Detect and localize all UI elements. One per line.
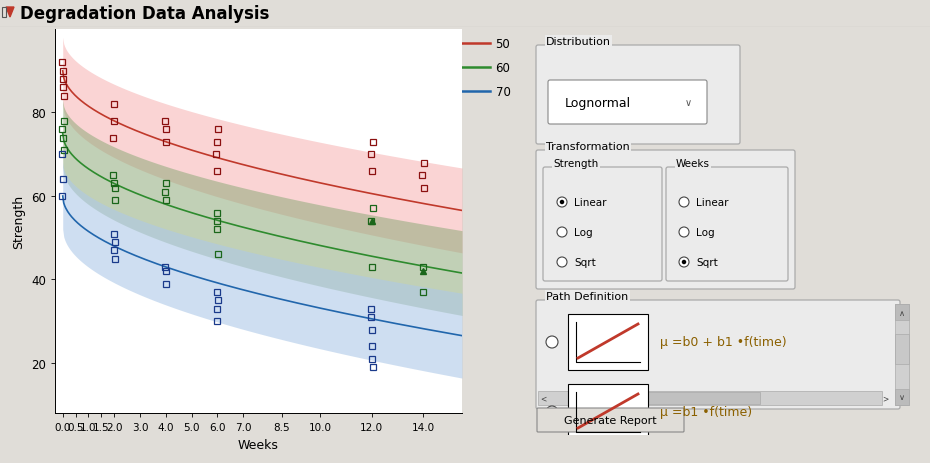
Text: Log: Log xyxy=(696,227,714,238)
X-axis label: Weeks: Weeks xyxy=(238,438,279,450)
Text: μ =b0 + b1 •f(time): μ =b0 + b1 •f(time) xyxy=(660,336,787,349)
Text: ∧: ∧ xyxy=(899,308,905,317)
Text: >: > xyxy=(882,394,888,403)
Circle shape xyxy=(546,406,558,418)
Text: Linear: Linear xyxy=(574,198,606,207)
Bar xyxy=(538,391,882,405)
Text: Transformation: Transformation xyxy=(546,142,630,152)
FancyBboxPatch shape xyxy=(548,81,707,125)
Text: ∨: ∨ xyxy=(685,98,692,108)
Y-axis label: Strength: Strength xyxy=(12,194,25,249)
Bar xyxy=(568,314,648,370)
Text: μ =b1 •f(time): μ =b1 •f(time) xyxy=(660,406,752,419)
FancyBboxPatch shape xyxy=(666,168,788,282)
FancyBboxPatch shape xyxy=(543,168,662,282)
Circle shape xyxy=(546,336,558,348)
Circle shape xyxy=(557,227,567,238)
Text: Sqrt: Sqrt xyxy=(696,257,718,268)
Text: <: < xyxy=(540,394,546,403)
Text: 60: 60 xyxy=(496,62,511,75)
Bar xyxy=(568,384,648,440)
Text: Log: Log xyxy=(574,227,592,238)
Bar xyxy=(580,392,760,404)
Text: 70: 70 xyxy=(496,86,511,99)
Bar xyxy=(895,304,909,405)
Text: Linear: Linear xyxy=(696,198,728,207)
Text: Weeks: Weeks xyxy=(676,159,710,169)
Text: 50: 50 xyxy=(496,38,511,50)
Polygon shape xyxy=(6,8,14,18)
Circle shape xyxy=(560,200,565,205)
Text: Distribution: Distribution xyxy=(546,37,611,47)
Bar xyxy=(895,304,909,320)
Circle shape xyxy=(557,198,567,207)
Text: Generate Report: Generate Report xyxy=(564,415,657,425)
Circle shape xyxy=(679,198,689,207)
FancyBboxPatch shape xyxy=(536,150,795,289)
Circle shape xyxy=(557,257,567,268)
Text: ∨: ∨ xyxy=(899,393,905,401)
FancyBboxPatch shape xyxy=(536,46,740,144)
Text: Strength: Strength xyxy=(553,159,598,169)
Circle shape xyxy=(679,257,689,268)
Circle shape xyxy=(682,260,686,265)
Text: Sqrt: Sqrt xyxy=(574,257,596,268)
Circle shape xyxy=(679,227,689,238)
Bar xyxy=(2,8,6,18)
Text: Lognormal: Lognormal xyxy=(565,96,631,109)
Bar xyxy=(568,449,648,463)
Text: Path Definition: Path Definition xyxy=(546,291,629,301)
Bar xyxy=(895,334,909,364)
FancyBboxPatch shape xyxy=(537,408,684,432)
FancyBboxPatch shape xyxy=(536,300,900,409)
Text: Degradation Data Analysis: Degradation Data Analysis xyxy=(20,5,270,23)
Bar xyxy=(895,389,909,405)
